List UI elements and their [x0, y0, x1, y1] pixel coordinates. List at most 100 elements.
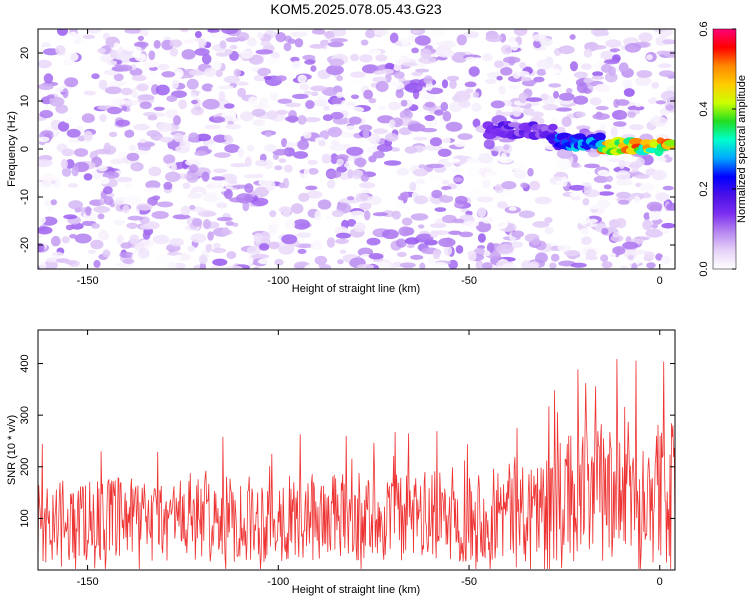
- heatmap-cell: [336, 166, 348, 173]
- heatmap-cell: [122, 205, 130, 214]
- heatmap-cell: [605, 39, 622, 48]
- heatmap-cell: [496, 75, 503, 81]
- heatmap-cell: [471, 102, 482, 113]
- heatmap-cell: [321, 153, 332, 164]
- heatmap-cell: [202, 211, 217, 217]
- heatmap-cell: [50, 235, 61, 247]
- heatmap-cell: [520, 77, 532, 82]
- heatmap-cell: [369, 49, 382, 56]
- heatmap-cell: [413, 195, 429, 205]
- heatmap-cell: [454, 141, 467, 148]
- heatmap-cell: [434, 207, 447, 213]
- heatmap-cell: [120, 242, 132, 249]
- heatmap-cell: [558, 45, 575, 55]
- heatmap-cell: [74, 148, 89, 157]
- main-title: KOM5.2025.078.05.43.G23: [270, 1, 441, 17]
- heatmap-cell: [67, 183, 79, 188]
- heatmap-cell: [651, 82, 660, 89]
- heatmap-cell: [388, 119, 396, 129]
- heatmap-cell: [346, 146, 364, 156]
- heatmap-cell: [632, 249, 649, 255]
- heatmap-cell: [68, 200, 83, 210]
- heatmap-cell: [264, 144, 278, 153]
- heatmap-cell: [565, 87, 573, 94]
- spectrogram-y-axis-label: Frequency (Hz): [6, 111, 18, 187]
- heatmap-cell: [375, 81, 389, 92]
- heatmap-cell: [110, 98, 126, 106]
- heatmap-cell: [454, 90, 471, 102]
- heatmap-cell: [244, 183, 254, 194]
- heatmap-cell: [224, 134, 232, 142]
- heatmap-cell: [363, 89, 373, 100]
- heatmap-cell: [171, 68, 184, 79]
- heatmap-cell: [198, 254, 208, 265]
- spectrogram-x-tick-label: -150: [77, 275, 99, 287]
- heatmap-cell: [413, 168, 428, 177]
- heatmap-cell: [461, 76, 476, 82]
- heatmap-cell: [175, 184, 182, 189]
- heatmap-cell: [417, 224, 425, 229]
- heatmap-cell: [137, 94, 155, 101]
- heatmap-cell: [587, 218, 599, 224]
- snr-frame: [37, 329, 676, 571]
- heatmap-cell: [99, 114, 107, 122]
- heatmap-cell: [434, 109, 444, 116]
- heatmap-cell: [117, 64, 133, 72]
- heatmap-feature-cell: [664, 139, 675, 147]
- heatmap-cell: [310, 65, 317, 72]
- heatmap-cell: [109, 158, 125, 165]
- heatmap-cell: [178, 99, 188, 110]
- heatmap-cell: [350, 169, 364, 180]
- heatmap-cell: [153, 106, 165, 111]
- heatmap-cell: [412, 136, 427, 141]
- heatmap-cell: [577, 214, 590, 225]
- heatmap-cell: [187, 245, 196, 253]
- colorbar-ticks: 0.0 0.2 0.4 0.6: [698, 21, 736, 277]
- heatmap-cell: [284, 219, 296, 230]
- heatmap-cell: [666, 202, 675, 211]
- heatmap-cell: [347, 156, 354, 162]
- snr-x-axis-label: Height of straight line (km): [292, 584, 420, 596]
- heatmap-cell: [71, 166, 79, 177]
- heatmap-cell: [283, 42, 292, 52]
- heatmap-cell: [350, 53, 360, 62]
- heatmap-cell: [311, 29, 326, 35]
- heatmap-cell: [329, 103, 347, 113]
- heatmap-cell: [126, 222, 138, 229]
- heatmap-cell: [397, 251, 407, 258]
- heatmap-cell: [174, 254, 183, 262]
- heatmap-cell: [169, 47, 179, 57]
- heatmap-cell: [212, 168, 228, 174]
- heatmap-cell: [169, 39, 183, 48]
- heatmap-cell: [508, 85, 520, 90]
- heatmap-cell: [467, 250, 477, 262]
- heatmap-cell: [378, 105, 387, 111]
- heatmap-cell: [61, 167, 72, 177]
- heatmap-cell: [364, 210, 371, 221]
- heatmap-cell: [395, 238, 407, 248]
- heatmap-cell: [166, 95, 177, 102]
- heatmap-cell: [201, 171, 210, 182]
- heatmap-cell: [53, 177, 61, 189]
- heatmap-cell: [259, 153, 267, 162]
- heatmap-cell: [172, 214, 191, 220]
- snr-y-tick-label: 400: [19, 354, 31, 372]
- heatmap-cell: [331, 97, 343, 105]
- heatmap-cell: [580, 227, 590, 235]
- heatmap-cell: [570, 61, 578, 72]
- heatmap-cell: [91, 73, 100, 80]
- heatmap-cell: [106, 106, 123, 115]
- heatmap-cell: [131, 74, 147, 82]
- heatmap-feature-cell: [548, 123, 558, 131]
- heatmap-cell: [554, 29, 568, 32]
- colorbar-tick-label: 0.2: [698, 181, 710, 196]
- colorbar-tick-label: 0.6: [698, 21, 710, 36]
- heatmap-cell: [38, 159, 53, 168]
- heatmap-cell: [137, 143, 151, 152]
- heatmap-cell: [359, 54, 373, 63]
- heatmap-cell: [292, 219, 311, 230]
- heatmap-cell: [97, 213, 105, 220]
- heatmap-cell: [661, 222, 675, 229]
- heatmap-cell: [643, 212, 651, 221]
- heatmap-cell: [519, 62, 527, 69]
